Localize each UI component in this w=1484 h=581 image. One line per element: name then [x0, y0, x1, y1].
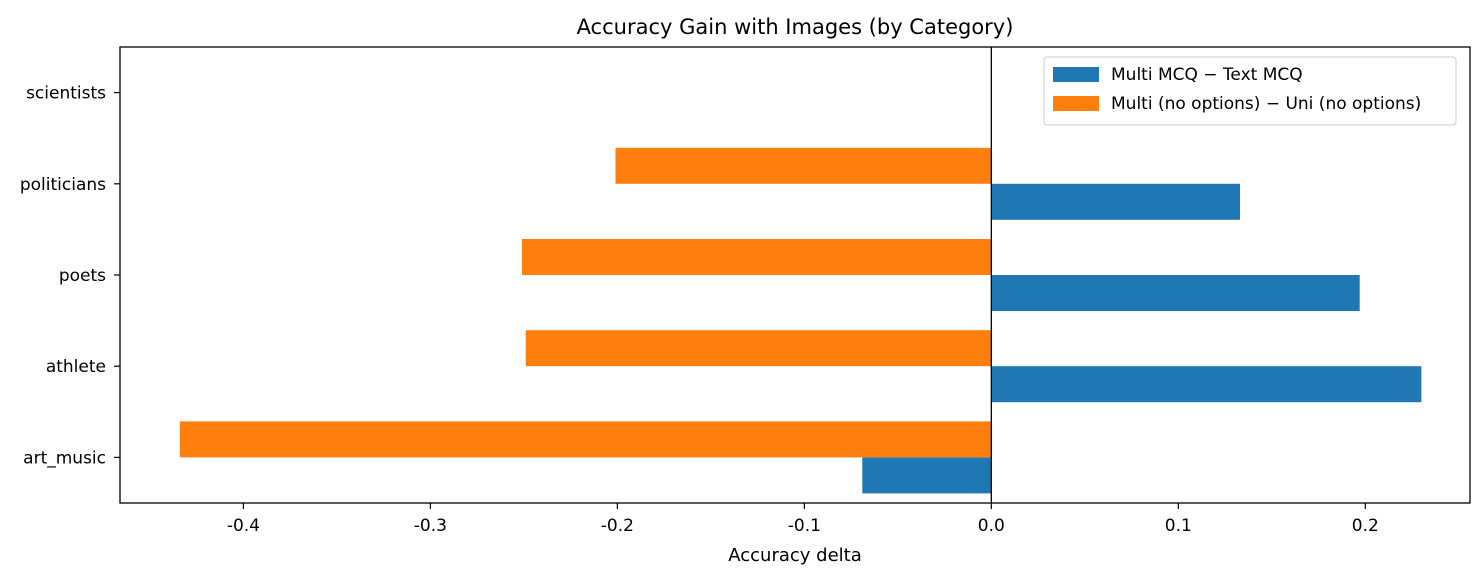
- y-tick-label: poets: [59, 266, 106, 286]
- legend-label-2: Multi (no options) − Uni (no options): [1111, 94, 1421, 114]
- bar-politicians-series-2: [615, 147, 992, 184]
- x-axis: -0.4 -0.3 -0.2 -0.1 0.0 0.1 0.2: [227, 503, 1379, 536]
- legend: Multi MCQ − Text MCQ Multi (no options) −…: [1043, 56, 1457, 126]
- x-axis-label: Accuracy delta: [728, 545, 862, 566]
- bar-poets-series-1: [991, 275, 1360, 311]
- bar-art_music-series-2: [179, 421, 992, 458]
- bar-politicians-series-1: [991, 183, 1241, 220]
- bars: [179, 147, 1422, 494]
- x-tick-label: -0.2: [601, 516, 634, 536]
- bar-athlete-series-2: [525, 330, 992, 367]
- bar-athlete-series-1: [991, 366, 1422, 403]
- legend-box: [1043, 56, 1457, 126]
- x-tick-label: 0.1: [1165, 516, 1192, 536]
- legend-swatch-2: [1053, 96, 1099, 111]
- bar-art_music-series-1: [862, 457, 992, 494]
- x-tick-label: -0.1: [788, 516, 821, 536]
- y-tick-label: politicians: [20, 175, 106, 195]
- legend-label-1: Multi MCQ − Text MCQ: [1111, 65, 1303, 85]
- x-tick-label: -0.3: [414, 516, 447, 536]
- x-tick-label: 0.0: [978, 516, 1005, 536]
- y-tick-label: scientists: [26, 84, 106, 104]
- x-tick-label: -0.4: [227, 516, 260, 536]
- chart-title: Accuracy Gain with Images (by Category): [577, 15, 1014, 39]
- bar-poets-series-2: [522, 239, 992, 275]
- x-tick-label: 0.2: [1352, 516, 1379, 536]
- y-tick-label: athlete: [46, 357, 106, 377]
- legend-swatch-1: [1053, 67, 1099, 82]
- y-tick-label: art_music: [23, 448, 106, 468]
- y-axis: scientists politicians poets athlete art_mus…: [20, 84, 120, 468]
